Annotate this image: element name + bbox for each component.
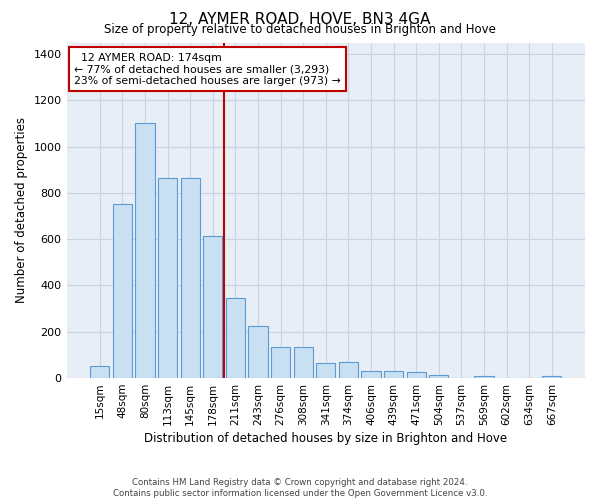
- Bar: [384, 371, 403, 378]
- Text: Contains HM Land Registry data © Crown copyright and database right 2024.
Contai: Contains HM Land Registry data © Crown c…: [113, 478, 487, 498]
- Bar: [475, 376, 494, 378]
- Bar: [158, 178, 177, 378]
- Bar: [361, 371, 380, 378]
- Bar: [407, 372, 426, 378]
- Text: 12, AYMER ROAD, HOVE, BN3 4GA: 12, AYMER ROAD, HOVE, BN3 4GA: [169, 12, 431, 28]
- Bar: [429, 374, 448, 378]
- Text: Size of property relative to detached houses in Brighton and Hove: Size of property relative to detached ho…: [104, 22, 496, 36]
- Bar: [271, 347, 290, 378]
- Bar: [248, 326, 268, 378]
- Bar: [316, 363, 335, 378]
- Bar: [113, 204, 132, 378]
- Bar: [226, 298, 245, 378]
- Bar: [90, 366, 109, 378]
- Text: 12 AYMER ROAD: 174sqm
← 77% of detached houses are smaller (3,293)
23% of semi-d: 12 AYMER ROAD: 174sqm ← 77% of detached …: [74, 52, 341, 86]
- Bar: [293, 347, 313, 378]
- Bar: [203, 236, 223, 378]
- X-axis label: Distribution of detached houses by size in Brighton and Hove: Distribution of detached houses by size …: [144, 432, 508, 445]
- Bar: [339, 362, 358, 378]
- Bar: [542, 376, 562, 378]
- Bar: [181, 178, 200, 378]
- Bar: [136, 124, 155, 378]
- Y-axis label: Number of detached properties: Number of detached properties: [15, 118, 28, 304]
